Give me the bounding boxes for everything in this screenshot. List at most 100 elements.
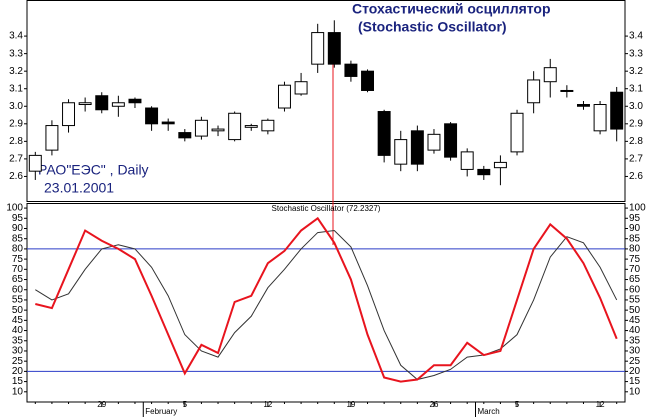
y-tick-label: 70 (629, 264, 641, 275)
y-tick-label: 55 (12, 295, 24, 306)
y-tick-label: 100 (629, 203, 646, 214)
y-tick-label: 35 (629, 335, 641, 346)
y-tick-label: 10 (12, 386, 24, 397)
candle-body (311, 32, 325, 65)
y-tick-label: 50 (12, 305, 24, 316)
y-tick-label: 75 (629, 254, 641, 265)
candle-body (294, 81, 308, 95)
y-tick-label: 10 (629, 386, 641, 397)
x-tick-label: 5 (183, 400, 188, 409)
indicator-title: Stochastic Oscillator (72.2327) (272, 204, 381, 213)
candle-body (194, 119, 208, 137)
y-tick-label: 25 (12, 356, 24, 367)
candle-body (527, 79, 541, 104)
oscillator-frame (26, 203, 626, 403)
x-tick-label: 12 (596, 400, 605, 409)
y-tick-label: 3.3 (9, 48, 23, 59)
x-tick-label: 19 (346, 400, 355, 409)
y-tick-label: 2.7 (9, 154, 23, 165)
candle-body (244, 125, 258, 128)
candle-body (394, 139, 408, 165)
y-tick-label: 15 (12, 376, 24, 387)
y-tick-label: 15 (629, 376, 641, 387)
y-tick-label: 45 (12, 315, 24, 326)
y-tick-label: 30 (629, 346, 641, 357)
y-tick-label: 80 (629, 244, 641, 255)
y-tick-label: 3.4 (629, 31, 643, 42)
candle-body (128, 98, 142, 104)
candle-body (211, 128, 225, 132)
y-tick-label: 3.0 (629, 101, 643, 112)
candle-body (62, 102, 76, 127)
x-tick-label: 12 (263, 400, 272, 409)
y-tick-label: 55 (629, 295, 641, 306)
y-tick-label: 85 (12, 233, 24, 244)
candle-body (477, 168, 491, 176)
price-frame (26, 0, 626, 202)
x-tick-label: 5 (515, 400, 520, 409)
chart-title: Стохастический осциллятор (352, 1, 551, 17)
candle-body (377, 111, 391, 156)
y-tick-label: 65 (12, 274, 24, 285)
candle-body (95, 95, 109, 111)
y-tick-label: 2.9 (9, 118, 23, 129)
candle-body (228, 112, 242, 141)
candle-body (610, 91, 624, 130)
x-tick-label: 26 (430, 400, 439, 409)
candle-body (178, 132, 192, 139)
y-tick-label: 20 (629, 366, 641, 377)
y-tick-label: 3.2 (629, 66, 643, 77)
candle-body (593, 104, 607, 132)
y-tick-label: 40 (12, 325, 24, 336)
y-tick-label: 3.1 (629, 83, 643, 94)
candle-body (277, 84, 291, 109)
candle-body (444, 123, 458, 158)
y-tick-label: 90 (629, 223, 641, 234)
y-tick-label: 2.9 (629, 118, 643, 129)
candle-body (261, 119, 275, 132)
candle-body (543, 67, 557, 83)
candle-body (45, 125, 59, 151)
oscillator-line (35, 216, 618, 383)
y-tick-label: 3.1 (9, 83, 23, 94)
annotation: 23.01.2001 (44, 180, 114, 196)
y-tick-label: 50 (629, 305, 641, 316)
annotation: РАО"ЕЭС" , Daily (38, 162, 149, 178)
candle-body (361, 70, 375, 91)
y-tick-label: 85 (629, 233, 641, 244)
y-tick-label: 2.8 (9, 136, 23, 147)
y-tick-label: 95 (629, 213, 641, 224)
y-tick-label: 2.6 (9, 171, 23, 182)
y-tick-label: 3.3 (629, 48, 643, 59)
month-label: March (478, 407, 500, 416)
y-tick-label: 3.0 (9, 101, 23, 112)
y-tick-label: 60 (629, 284, 641, 295)
y-tick-label: 100 (6, 203, 23, 214)
candle-body (344, 63, 358, 77)
candle-body (576, 104, 590, 107)
y-tick-label: 80 (12, 244, 24, 255)
y-tick-label: 75 (12, 254, 24, 265)
y-tick-label: 65 (629, 274, 641, 285)
y-tick-label: 70 (12, 264, 24, 275)
y-tick-label: 35 (12, 335, 24, 346)
y-tick-label: 95 (12, 213, 24, 224)
chart-subtitle: (Stochastic Oscillator) (358, 19, 507, 35)
y-tick-label: 25 (629, 356, 641, 367)
y-tick-label: 3.4 (9, 31, 23, 42)
candle-body (427, 133, 441, 151)
candle-body (510, 112, 524, 153)
y-tick-label: 30 (12, 346, 24, 357)
y-tick-label: 20 (12, 366, 24, 377)
y-tick-label: 40 (629, 325, 641, 336)
candle-body (78, 102, 92, 106)
y-tick-label: 2.7 (629, 154, 643, 165)
candle-body (145, 107, 159, 125)
y-tick-label: 90 (12, 223, 24, 234)
candle-body (410, 130, 424, 165)
y-tick-label: 3.2 (9, 66, 23, 77)
candle-body (111, 102, 125, 107)
y-tick-label: 60 (12, 284, 24, 295)
